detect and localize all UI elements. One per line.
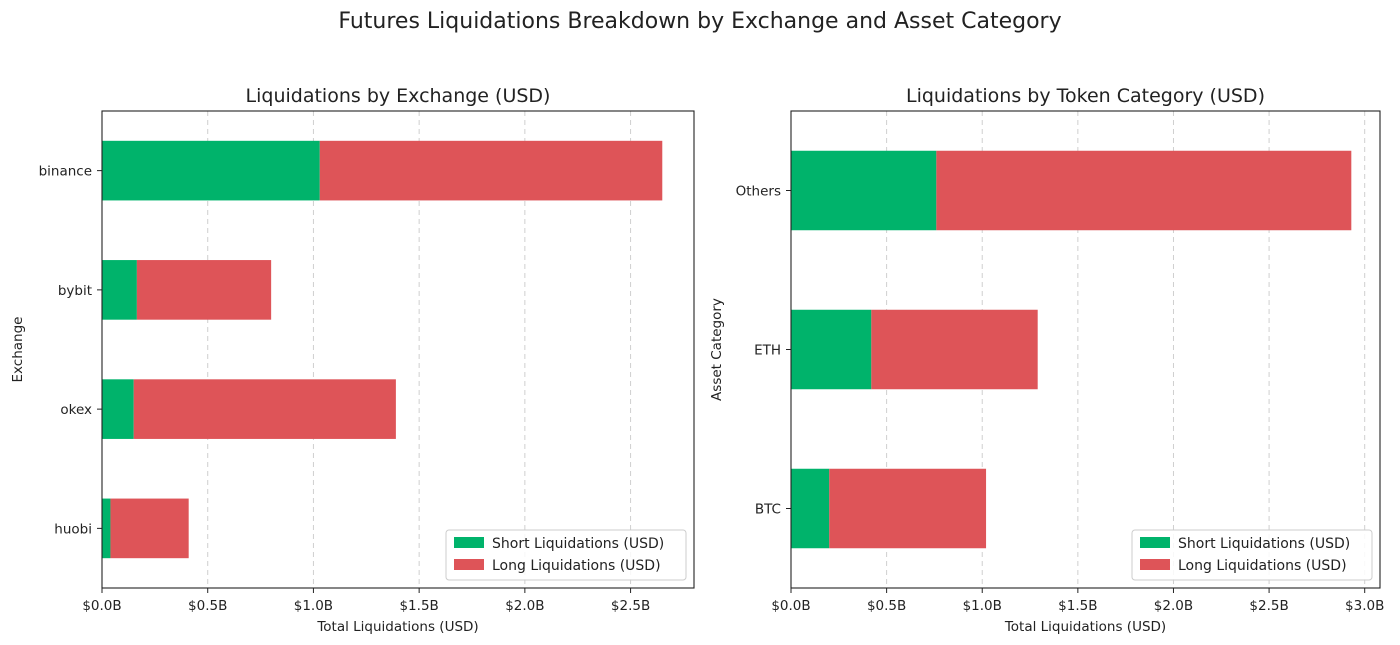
x-tick-label: $1.0B [294, 598, 333, 614]
x-tick-label: $2.0B [1154, 598, 1193, 614]
y-tick-label: huobi [54, 521, 92, 537]
x-tick-label: $1.5B [399, 598, 438, 614]
legend-label-short: Short Liquidations (USD) [492, 536, 664, 552]
legend: Short Liquidations (USD) Long Liquidation… [1131, 529, 1373, 581]
bar-long-btc [829, 468, 987, 549]
legend-swatch-long [1140, 559, 1170, 570]
legend-frame [445, 529, 687, 581]
x-tick-label: $2.5B [611, 598, 650, 614]
bar-long-binance [319, 140, 663, 201]
exchange-chart: $0.0B $0.5B $1.0B $1.5B $2.0B $2.5B binance byb… [10, 85, 695, 635]
x-tick-label: $0.0B [771, 598, 810, 614]
bar-short-okex [102, 379, 134, 439]
x-axis-label: Total Liquidations (USD) [1004, 619, 1166, 635]
y-axis-label: Asset Category [709, 298, 725, 401]
chart-title: Liquidations by Exchange (USD) [246, 85, 551, 107]
bar-long-huobi [110, 498, 189, 559]
x-tick-label: $1.5B [1058, 598, 1097, 614]
bar-short-btc [791, 468, 830, 549]
x-tick-label: $0.0B [82, 598, 121, 614]
bar-long-bybit [136, 260, 272, 320]
legend-swatch-short [454, 537, 484, 548]
legend-frame [1131, 529, 1373, 581]
legend-swatch-long [454, 559, 484, 570]
bar-short-bybit [102, 260, 137, 320]
y-tick-label: bybit [58, 283, 92, 299]
x-tick-label: $2.5B [1249, 598, 1288, 614]
token-category-chart: $0.0B $0.5B $1.0B $1.5B $2.0B $2.5B $3.0B Other… [709, 85, 1384, 635]
legend-swatch-short [1140, 537, 1170, 548]
y-tick-label: okex [60, 402, 92, 418]
x-tick-label: $1.0B [963, 598, 1002, 614]
bar-short-others [791, 150, 937, 231]
y-tick-label: binance [39, 164, 92, 180]
legend-label-long: Long Liquidations (USD) [492, 558, 661, 574]
plot-frame [101, 110, 695, 589]
x-tick-label: $2.0B [505, 598, 544, 614]
legend-label-short: Short Liquidations (USD) [1178, 536, 1350, 552]
bar-long-okex [133, 379, 396, 439]
legend-label-long: Long Liquidations (USD) [1178, 558, 1347, 574]
bar-short-huobi [102, 498, 111, 559]
x-tick-label: $3.0B [1345, 598, 1384, 614]
figure-title: Futures Liquidations Breakdown by Exchan… [338, 9, 1061, 34]
bar-short-binance [102, 140, 320, 201]
x-axis-label: Total Liquidations (USD) [316, 619, 478, 635]
legend: Short Liquidations (USD) Long Liquidation… [445, 529, 687, 581]
bar-short-eth [791, 309, 872, 390]
y-axis-label: Exchange [10, 317, 26, 383]
y-tick-label: Others [736, 184, 781, 200]
y-tick-label: ETH [754, 343, 781, 359]
bar-long-eth [871, 309, 1038, 390]
y-tick-label: BTC [755, 502, 781, 518]
x-tick-label: $0.5B [188, 598, 227, 614]
x-tick-label: $0.5B [867, 598, 906, 614]
chart-title: Liquidations by Token Category (USD) [906, 85, 1265, 107]
bar-long-others [936, 150, 1352, 231]
